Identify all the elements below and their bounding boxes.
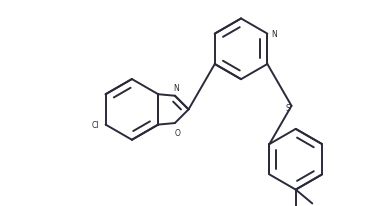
Text: Cl: Cl xyxy=(91,121,99,129)
Text: O: O xyxy=(175,128,180,137)
Text: N: N xyxy=(272,30,277,39)
Text: S: S xyxy=(286,103,291,112)
Text: N: N xyxy=(173,83,179,92)
